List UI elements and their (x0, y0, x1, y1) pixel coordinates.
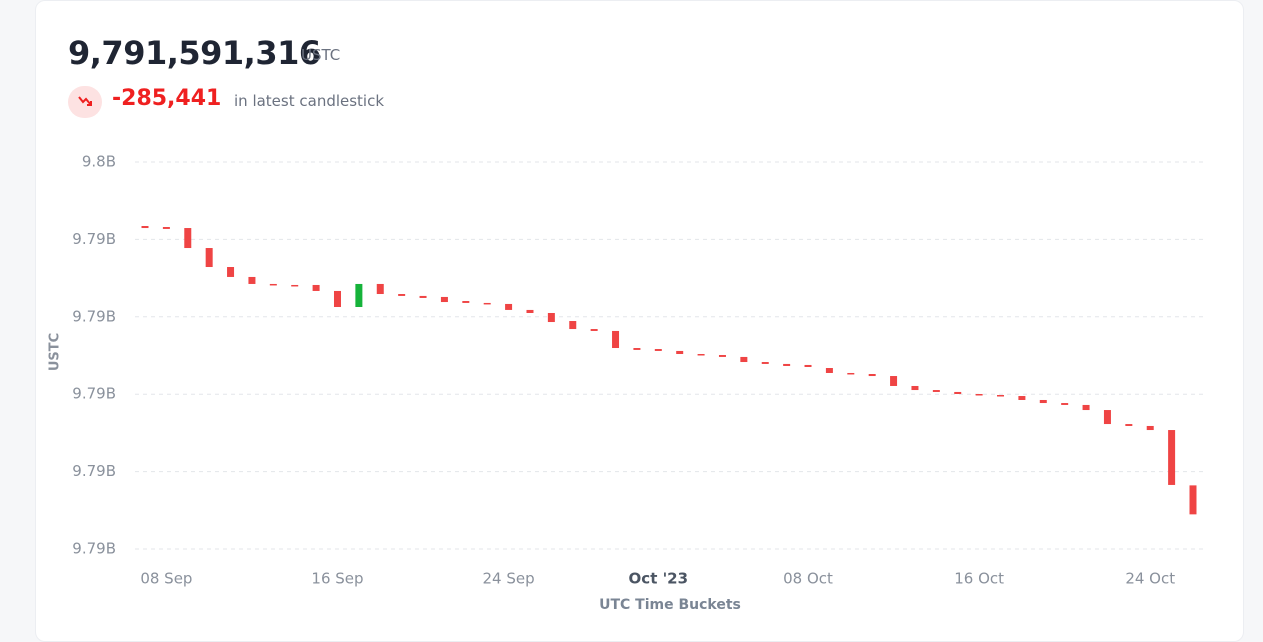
x-tick-label: 16 Oct (954, 570, 1004, 588)
candle-body (376, 283, 384, 295)
candle-body (740, 356, 748, 363)
candle-body (355, 283, 363, 308)
change-value: -285,441 (112, 86, 222, 111)
candle-body (205, 248, 213, 268)
candle-body (1018, 396, 1026, 400)
candle-body (547, 312, 555, 323)
candle-body (612, 330, 620, 349)
candle-body (954, 391, 962, 394)
candle-body (783, 363, 791, 366)
x-tick-label: 16 Sep (311, 570, 363, 588)
page: 9,791,591,316 USTC -285,441 in latest ca… (35, 0, 1244, 642)
y-tick-label: 9.79B (72, 307, 116, 325)
candle-body (847, 372, 855, 375)
candle-body (1189, 485, 1197, 515)
candle-body (1103, 410, 1111, 425)
trend-icon (78, 96, 92, 106)
candle-body (654, 349, 662, 351)
supply-value: 9,791,591,316 (68, 34, 321, 72)
candle-body (911, 385, 919, 391)
candle-body (1061, 403, 1069, 405)
candle-body (227, 267, 235, 277)
candle-body (1168, 430, 1176, 485)
candle-body (1125, 424, 1133, 426)
candle-body (312, 284, 320, 291)
candle-body (1039, 399, 1047, 404)
candle-body (804, 364, 812, 367)
candle-body (697, 354, 705, 356)
candle-body (569, 321, 577, 330)
candle-body (1082, 404, 1090, 411)
candle-body (291, 284, 299, 287)
candle-body (248, 276, 256, 284)
candle-body (398, 294, 406, 296)
candle-body (440, 296, 448, 303)
x-tick-label: 24 Sep (483, 570, 535, 588)
candle-body (676, 350, 684, 355)
candle-body (184, 228, 192, 249)
candle-body (269, 283, 277, 286)
candle-body (419, 295, 427, 298)
candle-body (505, 303, 513, 310)
candle-body (526, 309, 534, 313)
change-note: in latest candlestick (234, 92, 385, 110)
y-tick-label: 9.79B (72, 385, 116, 403)
candle-body (590, 329, 598, 331)
chart-card (35, 0, 1244, 642)
candle-body (162, 227, 170, 229)
y-tick-label: 9.8B (82, 153, 116, 171)
y-tick-label: 9.79B (72, 230, 116, 248)
candle-body (975, 393, 983, 396)
candle-body (633, 348, 641, 350)
candle-body (333, 290, 341, 308)
candle-body (718, 355, 726, 357)
trend-badge (68, 86, 102, 118)
candle-body (997, 395, 1005, 397)
candle-body (141, 226, 149, 229)
x-tick-label: 08 Oct (783, 570, 833, 588)
candle-body (761, 362, 769, 364)
x-tick-label: 24 Oct (1125, 570, 1175, 588)
y-tick-label: 9.79B (72, 462, 116, 480)
candle-body (868, 373, 876, 377)
candle-body (1146, 425, 1154, 431)
supply-unit: USTC (301, 46, 341, 64)
x-tick-label: Oct '23 (629, 570, 689, 588)
candle-body (890, 376, 898, 386)
candle-body (483, 302, 491, 305)
candle-body (825, 368, 833, 373)
x-tick-label: 08 Sep (140, 570, 192, 588)
chart: USTC UTC Time Buckets 9.79B 9.79B 9.79B 9.7… (48, 153, 1205, 611)
x-axis-label: UTC Time Buckets (599, 597, 741, 611)
y-tick-label: 9.79B (72, 540, 116, 558)
candle-body (462, 301, 470, 303)
y-axis-label: USTC (48, 333, 63, 371)
candle-body (932, 390, 940, 392)
